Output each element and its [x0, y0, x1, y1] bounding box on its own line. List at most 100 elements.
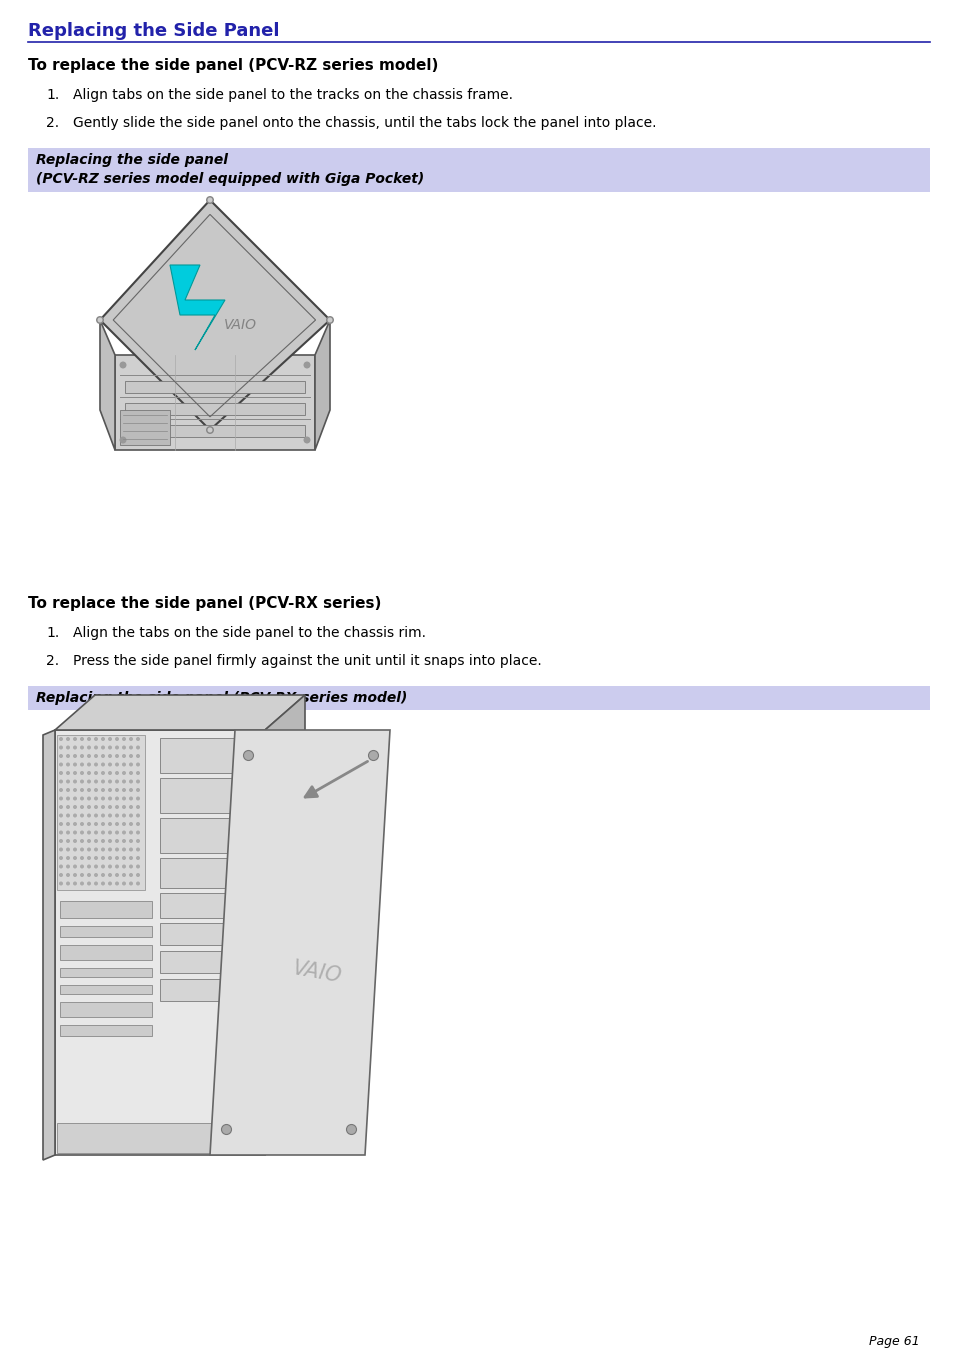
Circle shape [59, 788, 63, 792]
Circle shape [122, 857, 126, 861]
Circle shape [101, 805, 105, 809]
Circle shape [80, 865, 84, 869]
Circle shape [108, 805, 112, 809]
Text: Align the tabs on the side panel to the chassis rim.: Align the tabs on the side panel to the … [73, 626, 426, 640]
Polygon shape [210, 730, 390, 1155]
Circle shape [122, 821, 126, 825]
Circle shape [87, 788, 91, 792]
Circle shape [108, 831, 112, 835]
Circle shape [108, 738, 112, 740]
Circle shape [303, 436, 310, 443]
Bar [160, 817, 262, 852]
Circle shape [101, 847, 105, 851]
Circle shape [94, 780, 98, 784]
Circle shape [59, 857, 63, 861]
Bar [60, 969, 152, 977]
Bar [160, 979, 262, 1001]
Circle shape [94, 881, 98, 885]
Circle shape [101, 881, 105, 885]
Text: 2.: 2. [46, 116, 59, 130]
Circle shape [115, 821, 119, 825]
Circle shape [59, 847, 63, 851]
Circle shape [136, 847, 140, 851]
Circle shape [66, 746, 70, 750]
Circle shape [87, 831, 91, 835]
Circle shape [73, 805, 77, 809]
Text: Gently slide the side panel onto the chassis, until the tabs lock the panel into: Gently slide the side panel onto the cha… [73, 116, 656, 130]
Circle shape [108, 847, 112, 851]
Circle shape [73, 788, 77, 792]
Circle shape [101, 788, 105, 792]
Circle shape [59, 805, 63, 809]
Circle shape [94, 873, 98, 877]
Bar [160, 923, 262, 944]
Bar [55, 730, 265, 1155]
Polygon shape [43, 730, 55, 1161]
Circle shape [327, 317, 333, 323]
Circle shape [73, 831, 77, 835]
Bar [60, 1002, 152, 1017]
Circle shape [115, 831, 119, 835]
Circle shape [129, 788, 132, 792]
Circle shape [221, 1124, 232, 1135]
Text: Replacing the side panel: Replacing the side panel [36, 153, 228, 168]
Circle shape [136, 873, 140, 877]
Circle shape [122, 881, 126, 885]
Circle shape [115, 762, 119, 766]
Bar [125, 381, 305, 393]
Circle shape [136, 805, 140, 809]
Bar [125, 403, 305, 415]
Circle shape [122, 788, 126, 792]
Circle shape [66, 788, 70, 792]
Circle shape [326, 316, 334, 324]
Circle shape [108, 813, 112, 817]
Bar [60, 985, 152, 994]
Circle shape [129, 771, 132, 775]
Circle shape [94, 847, 98, 851]
Circle shape [119, 436, 127, 443]
Circle shape [80, 831, 84, 835]
Circle shape [94, 857, 98, 861]
Circle shape [94, 865, 98, 869]
Bar [160, 951, 262, 973]
Circle shape [73, 738, 77, 740]
Circle shape [115, 780, 119, 784]
Circle shape [66, 771, 70, 775]
Circle shape [87, 839, 91, 843]
Text: Page 61: Page 61 [868, 1335, 919, 1348]
Circle shape [208, 197, 213, 203]
Circle shape [101, 821, 105, 825]
Circle shape [66, 821, 70, 825]
Circle shape [136, 813, 140, 817]
Circle shape [94, 797, 98, 801]
Circle shape [115, 746, 119, 750]
Circle shape [101, 797, 105, 801]
Circle shape [80, 754, 84, 758]
Circle shape [122, 839, 126, 843]
Circle shape [101, 873, 105, 877]
Circle shape [66, 873, 70, 877]
Bar [60, 944, 152, 961]
Circle shape [129, 881, 132, 885]
Circle shape [80, 821, 84, 825]
Circle shape [87, 805, 91, 809]
Circle shape [101, 857, 105, 861]
Circle shape [122, 754, 126, 758]
Circle shape [80, 738, 84, 740]
Circle shape [59, 746, 63, 750]
Circle shape [115, 813, 119, 817]
Circle shape [73, 821, 77, 825]
Bar [160, 778, 262, 813]
Circle shape [94, 805, 98, 809]
Circle shape [115, 857, 119, 861]
Circle shape [73, 754, 77, 758]
Circle shape [115, 847, 119, 851]
Circle shape [80, 813, 84, 817]
Circle shape [59, 771, 63, 775]
Circle shape [80, 881, 84, 885]
Circle shape [136, 754, 140, 758]
Circle shape [73, 746, 77, 750]
Circle shape [136, 831, 140, 835]
Circle shape [101, 865, 105, 869]
Circle shape [208, 427, 213, 432]
